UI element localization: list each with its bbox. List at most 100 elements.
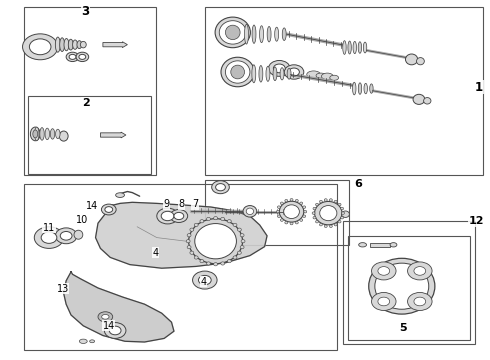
- Ellipse shape: [277, 215, 280, 217]
- Text: 14: 14: [103, 321, 115, 331]
- Bar: [24, 7, 156, 175]
- Ellipse shape: [186, 240, 190, 243]
- Ellipse shape: [277, 206, 280, 208]
- Ellipse shape: [303, 215, 306, 217]
- Ellipse shape: [64, 39, 69, 51]
- Ellipse shape: [295, 221, 298, 224]
- Circle shape: [414, 267, 426, 275]
- Ellipse shape: [359, 243, 367, 247]
- Text: 14: 14: [86, 201, 98, 211]
- Ellipse shape: [189, 219, 243, 264]
- Ellipse shape: [319, 224, 322, 226]
- Ellipse shape: [423, 98, 431, 104]
- Circle shape: [408, 262, 432, 280]
- Ellipse shape: [190, 251, 194, 254]
- Bar: [205, 7, 483, 175]
- Ellipse shape: [220, 21, 246, 44]
- Ellipse shape: [55, 129, 60, 139]
- Ellipse shape: [227, 220, 231, 223]
- Ellipse shape: [368, 258, 435, 314]
- Ellipse shape: [233, 256, 237, 259]
- Ellipse shape: [300, 202, 303, 204]
- Ellipse shape: [187, 234, 191, 237]
- Ellipse shape: [231, 65, 245, 79]
- Ellipse shape: [68, 39, 73, 50]
- Ellipse shape: [200, 220, 204, 223]
- Ellipse shape: [282, 28, 286, 40]
- Text: 6: 6: [354, 179, 362, 189]
- Ellipse shape: [343, 41, 346, 54]
- Ellipse shape: [220, 217, 224, 221]
- Ellipse shape: [214, 263, 218, 266]
- Bar: [370, 243, 390, 247]
- Ellipse shape: [321, 73, 333, 80]
- Ellipse shape: [233, 223, 237, 226]
- Text: 9: 9: [164, 199, 170, 210]
- Ellipse shape: [416, 58, 424, 65]
- Ellipse shape: [245, 24, 248, 44]
- Ellipse shape: [279, 201, 304, 222]
- Ellipse shape: [320, 206, 337, 221]
- Ellipse shape: [59, 131, 68, 141]
- Ellipse shape: [375, 263, 429, 309]
- Circle shape: [104, 323, 126, 338]
- Bar: [348, 236, 470, 340]
- Ellipse shape: [280, 68, 284, 80]
- Circle shape: [109, 326, 121, 335]
- Text: 4: 4: [200, 276, 206, 287]
- Text: 1: 1: [475, 81, 483, 94]
- Ellipse shape: [225, 61, 250, 83]
- Circle shape: [69, 54, 76, 59]
- Circle shape: [269, 60, 290, 76]
- Ellipse shape: [290, 222, 293, 225]
- Ellipse shape: [287, 68, 291, 79]
- Circle shape: [408, 292, 432, 310]
- Ellipse shape: [338, 203, 341, 206]
- Circle shape: [216, 184, 225, 191]
- Ellipse shape: [330, 75, 339, 80]
- Circle shape: [23, 34, 58, 60]
- Ellipse shape: [190, 228, 194, 231]
- Circle shape: [79, 54, 86, 59]
- Ellipse shape: [290, 199, 293, 201]
- Ellipse shape: [214, 216, 218, 220]
- Ellipse shape: [358, 83, 362, 94]
- Text: 10: 10: [76, 215, 89, 225]
- Ellipse shape: [243, 206, 257, 217]
- Polygon shape: [96, 202, 267, 268]
- FancyArrow shape: [103, 42, 127, 48]
- Ellipse shape: [324, 225, 327, 228]
- Ellipse shape: [315, 202, 342, 225]
- Ellipse shape: [312, 212, 315, 214]
- Ellipse shape: [260, 26, 264, 42]
- Ellipse shape: [307, 71, 320, 78]
- Ellipse shape: [90, 340, 95, 343]
- Ellipse shape: [276, 210, 279, 213]
- Ellipse shape: [98, 312, 113, 322]
- Ellipse shape: [342, 211, 349, 217]
- Polygon shape: [64, 272, 174, 342]
- Bar: [205, 180, 349, 245]
- Ellipse shape: [215, 17, 250, 48]
- Ellipse shape: [364, 42, 367, 53]
- Ellipse shape: [329, 199, 332, 201]
- Ellipse shape: [329, 225, 332, 228]
- Text: 3: 3: [82, 5, 90, 18]
- Ellipse shape: [334, 200, 337, 203]
- Ellipse shape: [303, 206, 306, 208]
- Circle shape: [60, 231, 72, 240]
- Ellipse shape: [77, 41, 82, 49]
- Circle shape: [76, 52, 89, 62]
- Ellipse shape: [74, 230, 83, 239]
- Ellipse shape: [275, 27, 279, 41]
- Circle shape: [371, 292, 396, 310]
- Circle shape: [371, 262, 396, 280]
- Ellipse shape: [45, 128, 49, 140]
- Ellipse shape: [341, 216, 343, 219]
- Ellipse shape: [207, 217, 211, 221]
- Ellipse shape: [116, 193, 124, 197]
- Circle shape: [198, 275, 211, 285]
- Ellipse shape: [284, 205, 299, 219]
- Ellipse shape: [390, 243, 397, 247]
- Ellipse shape: [316, 203, 318, 206]
